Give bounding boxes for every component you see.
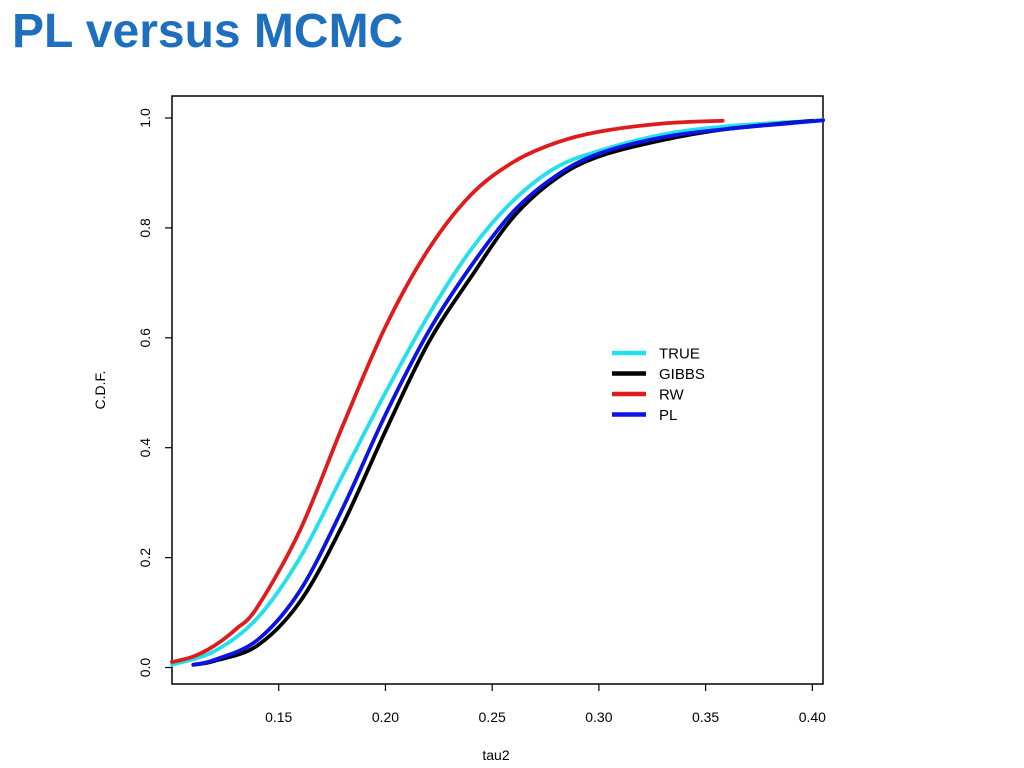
series-line-rw <box>170 118 725 664</box>
x-tick-label: 0.40 <box>799 709 826 725</box>
series-line-true <box>170 117 825 667</box>
chart-legend: TRUE GIBBS RW PL <box>612 346 705 424</box>
y-tick-label: 0.4 <box>137 438 153 458</box>
x-tick-label: 0.35 <box>692 709 719 725</box>
series-line-pl <box>191 118 825 667</box>
legend-label: TRUE <box>659 346 700 363</box>
y-axis-title: C.D.F. <box>92 371 108 410</box>
series-line-gibbs <box>191 118 815 667</box>
y-tick-label: 0.0 <box>137 658 153 678</box>
y-axis: 0.0 0.2 0.4 0.6 0.8 1.0 <box>137 108 172 677</box>
x-axis-title: tau2 <box>482 747 509 763</box>
legend-item-gibbs: GIBBS <box>612 366 705 383</box>
x-tick-label: 0.25 <box>479 709 506 725</box>
series-lines <box>170 117 825 667</box>
x-axis: 0.15 0.20 0.25 0.30 0.35 0.40 <box>265 684 826 725</box>
legend-item-pl: PL <box>612 407 677 424</box>
y-tick-label: 0.2 <box>137 548 153 568</box>
legend-label: PL <box>659 407 677 424</box>
slide-title: PL versus MCMC <box>12 5 404 58</box>
legend-label: GIBBS <box>659 366 705 383</box>
y-tick-label: 0.8 <box>137 218 153 238</box>
legend-item-true: TRUE <box>612 346 700 363</box>
x-tick-label: 0.20 <box>372 709 399 725</box>
y-tick-label: 0.6 <box>137 328 153 348</box>
legend-item-rw: RW <box>612 387 685 404</box>
x-tick-label: 0.15 <box>265 709 292 725</box>
legend-label: RW <box>659 387 685 404</box>
x-tick-label: 0.30 <box>585 709 612 725</box>
plot-frame <box>171 95 824 685</box>
y-tick-label: 1.0 <box>137 108 153 128</box>
